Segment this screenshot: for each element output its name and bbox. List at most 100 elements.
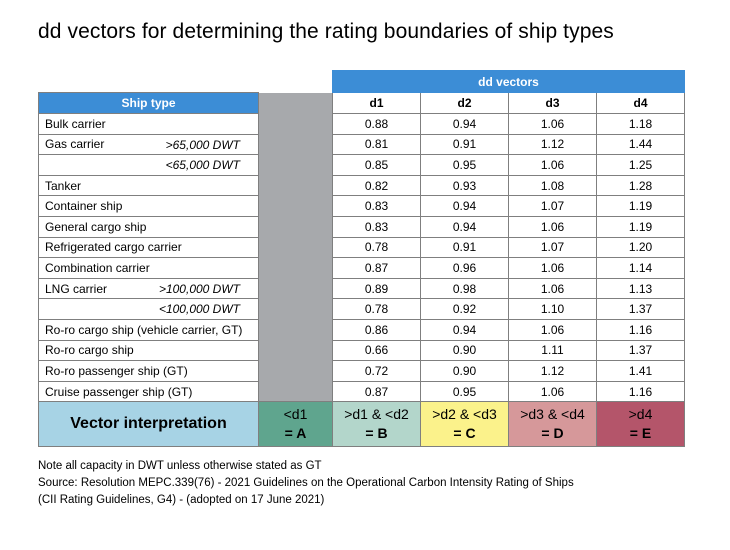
group-header-row: dd vectors: [38, 70, 685, 93]
table-row: General cargo ship 0.83 0.94 1.06 1.19: [38, 215, 685, 238]
d3-value: 1.06: [508, 257, 597, 279]
d2-value: 0.91: [420, 133, 509, 156]
d4-value: 1.37: [596, 298, 685, 320]
d1-value: 0.78: [332, 298, 421, 320]
rating-range: >d2 & <d3: [432, 406, 497, 423]
d4-value: 1.16: [596, 380, 685, 403]
d1-value: 0.83: [332, 215, 421, 238]
ship-type-size-class: >65,000 DWT: [165, 137, 240, 152]
ship-type-size-class: >100,000 DWT: [158, 281, 240, 296]
ship-type-name: Tanker: [45, 178, 82, 193]
table-row: <100,000 DWT 0.78 0.92 1.10 1.37: [38, 298, 685, 320]
table-row: Combination carrier 0.87 0.96 1.06 1.14: [38, 257, 685, 279]
d1-value: 0.82: [332, 174, 421, 197]
d2-header: d2: [420, 92, 509, 114]
ship-type-size-class: <65,000 DWT: [165, 158, 240, 173]
d3-value: 1.06: [508, 154, 597, 176]
d2-value: 0.94: [420, 113, 509, 135]
ship-type-cell: Combination carrier: [38, 257, 259, 279]
ship-type-cell: Gas carrier >65,000 DWT: [38, 133, 259, 156]
d3-value: 1.06: [508, 318, 597, 341]
rating-b-cell: >d1 & <d2 = B: [332, 401, 421, 448]
table-row: Container ship 0.83 0.94 1.07 1.19: [38, 195, 685, 217]
d4-value: 1.13: [596, 277, 685, 300]
ship-type-cell: Refrigerated cargo carrier: [38, 236, 259, 259]
note-capacity: Note all capacity in DWT unless otherwis…: [38, 460, 322, 472]
ship-type-cell: <100,000 DWT: [38, 298, 259, 320]
vector-interpretation-row: Vector interpretation <d1 = A >d1 & <d2 = B >…: [38, 401, 685, 448]
d4-value: 1.44: [596, 133, 685, 156]
d2-value: 0.94: [420, 318, 509, 341]
d2-value: 0.94: [420, 215, 509, 238]
table-row: LNG carrier >100,000 DWT 0.89 0.98 1.06 1.13: [38, 277, 685, 300]
ship-type-cell: LNG carrier >100,000 DWT: [38, 277, 259, 300]
rating-range: >d4: [628, 406, 653, 423]
d3-value: 1.07: [508, 195, 597, 217]
d2-value: 0.93: [420, 174, 509, 197]
dd-vectors-header: dd vectors: [332, 70, 685, 93]
ship-type-cell: Bulk carrier: [38, 113, 259, 135]
page-title: dd vectors for determining the rating bo…: [38, 20, 614, 43]
table-row: Ro-ro cargo ship (vehicle carrier, GT) 0.…: [38, 318, 685, 341]
rating-grade: = B: [365, 425, 388, 442]
d1-value: 0.86: [332, 318, 421, 341]
d4-value: 1.41: [596, 360, 685, 382]
d1-value: 0.87: [332, 257, 421, 279]
d1-header: d1: [332, 92, 421, 114]
d4-header: d4: [596, 92, 685, 114]
table-row: Tanker 0.82 0.93 1.08 1.28: [38, 174, 685, 197]
d3-header: d3: [508, 92, 597, 114]
ship-type-name: Bulk carrier: [45, 116, 106, 131]
rating-range: >d1 & <d2: [344, 406, 409, 423]
d1-value: 0.88: [332, 113, 421, 135]
d4-value: 1.28: [596, 174, 685, 197]
gray-spacer-column: [258, 92, 333, 402]
d4-value: 1.37: [596, 339, 685, 362]
d2-value: 0.94: [420, 195, 509, 217]
vector-interpretation-label: Vector interpretation: [38, 401, 259, 448]
ship-type-cell: Ro-ro cargo ship (vehicle carrier, GT): [38, 318, 259, 341]
ship-type-cell: Cruise passenger ship (GT): [38, 380, 259, 403]
rating-d-cell: >d3 & <d4 = D: [508, 401, 597, 448]
d1-value: 0.72: [332, 360, 421, 382]
d4-value: 1.25: [596, 154, 685, 176]
d2-value: 0.91: [420, 236, 509, 259]
ship-type-name: Refrigerated cargo carrier: [45, 240, 182, 255]
d1-value: 0.87: [332, 380, 421, 403]
ship-type-name: Ro-ro cargo ship: [45, 343, 134, 358]
table-row: Ro-ro cargo ship 0.66 0.90 1.11 1.37: [38, 339, 685, 362]
d3-value: 1.08: [508, 174, 597, 197]
ship-type-header: Ship type: [38, 92, 259, 114]
d2-value: 0.92: [420, 298, 509, 320]
rating-e-cell: >d4 = E: [596, 401, 685, 448]
d1-value: 0.66: [332, 339, 421, 362]
d4-value: 1.16: [596, 318, 685, 341]
table-row: Bulk carrier 0.88 0.94 1.06 1.18: [38, 113, 685, 135]
table-row: <65,000 DWT 0.85 0.95 1.06 1.25: [38, 154, 685, 176]
rating-grade: = D: [541, 425, 564, 442]
note-source: Source: Resolution MEPC.339(76) - 2021 G…: [38, 477, 574, 489]
rating-grade: = E: [629, 425, 652, 442]
d2-value: 0.90: [420, 360, 509, 382]
ship-type-size-class: <100,000 DWT: [158, 302, 240, 317]
d3-value: 1.12: [508, 360, 597, 382]
d2-value: 0.96: [420, 257, 509, 279]
d4-value: 1.14: [596, 257, 685, 279]
ship-type-name: Combination carrier: [45, 260, 150, 275]
d3-value: 1.11: [508, 339, 597, 362]
d3-value: 1.06: [508, 113, 597, 135]
d1-value: 0.85: [332, 154, 421, 176]
d3-value: 1.06: [508, 277, 597, 300]
d2-value: 0.90: [420, 339, 509, 362]
rating-c-cell: >d2 & <d3 = C: [420, 401, 509, 448]
table-row: Ro-ro passenger ship (GT) 0.72 0.90 1.12 1.4…: [38, 360, 685, 382]
ship-type-cell: General cargo ship: [38, 215, 259, 238]
rating-a-cell: <d1 = A: [258, 401, 333, 448]
rating-range: <d1: [283, 406, 308, 423]
dd-vectors-table: dd vectors Ship type d1 d2 d3 d4 Bulk ca…: [38, 70, 685, 448]
ship-type-cell: <65,000 DWT: [38, 154, 259, 176]
ship-type-cell: Tanker: [38, 174, 259, 197]
ship-type-cell: Container ship: [38, 195, 259, 217]
rating-grade: = C: [453, 425, 476, 442]
rating-range: >d3 & <d4: [520, 406, 585, 423]
